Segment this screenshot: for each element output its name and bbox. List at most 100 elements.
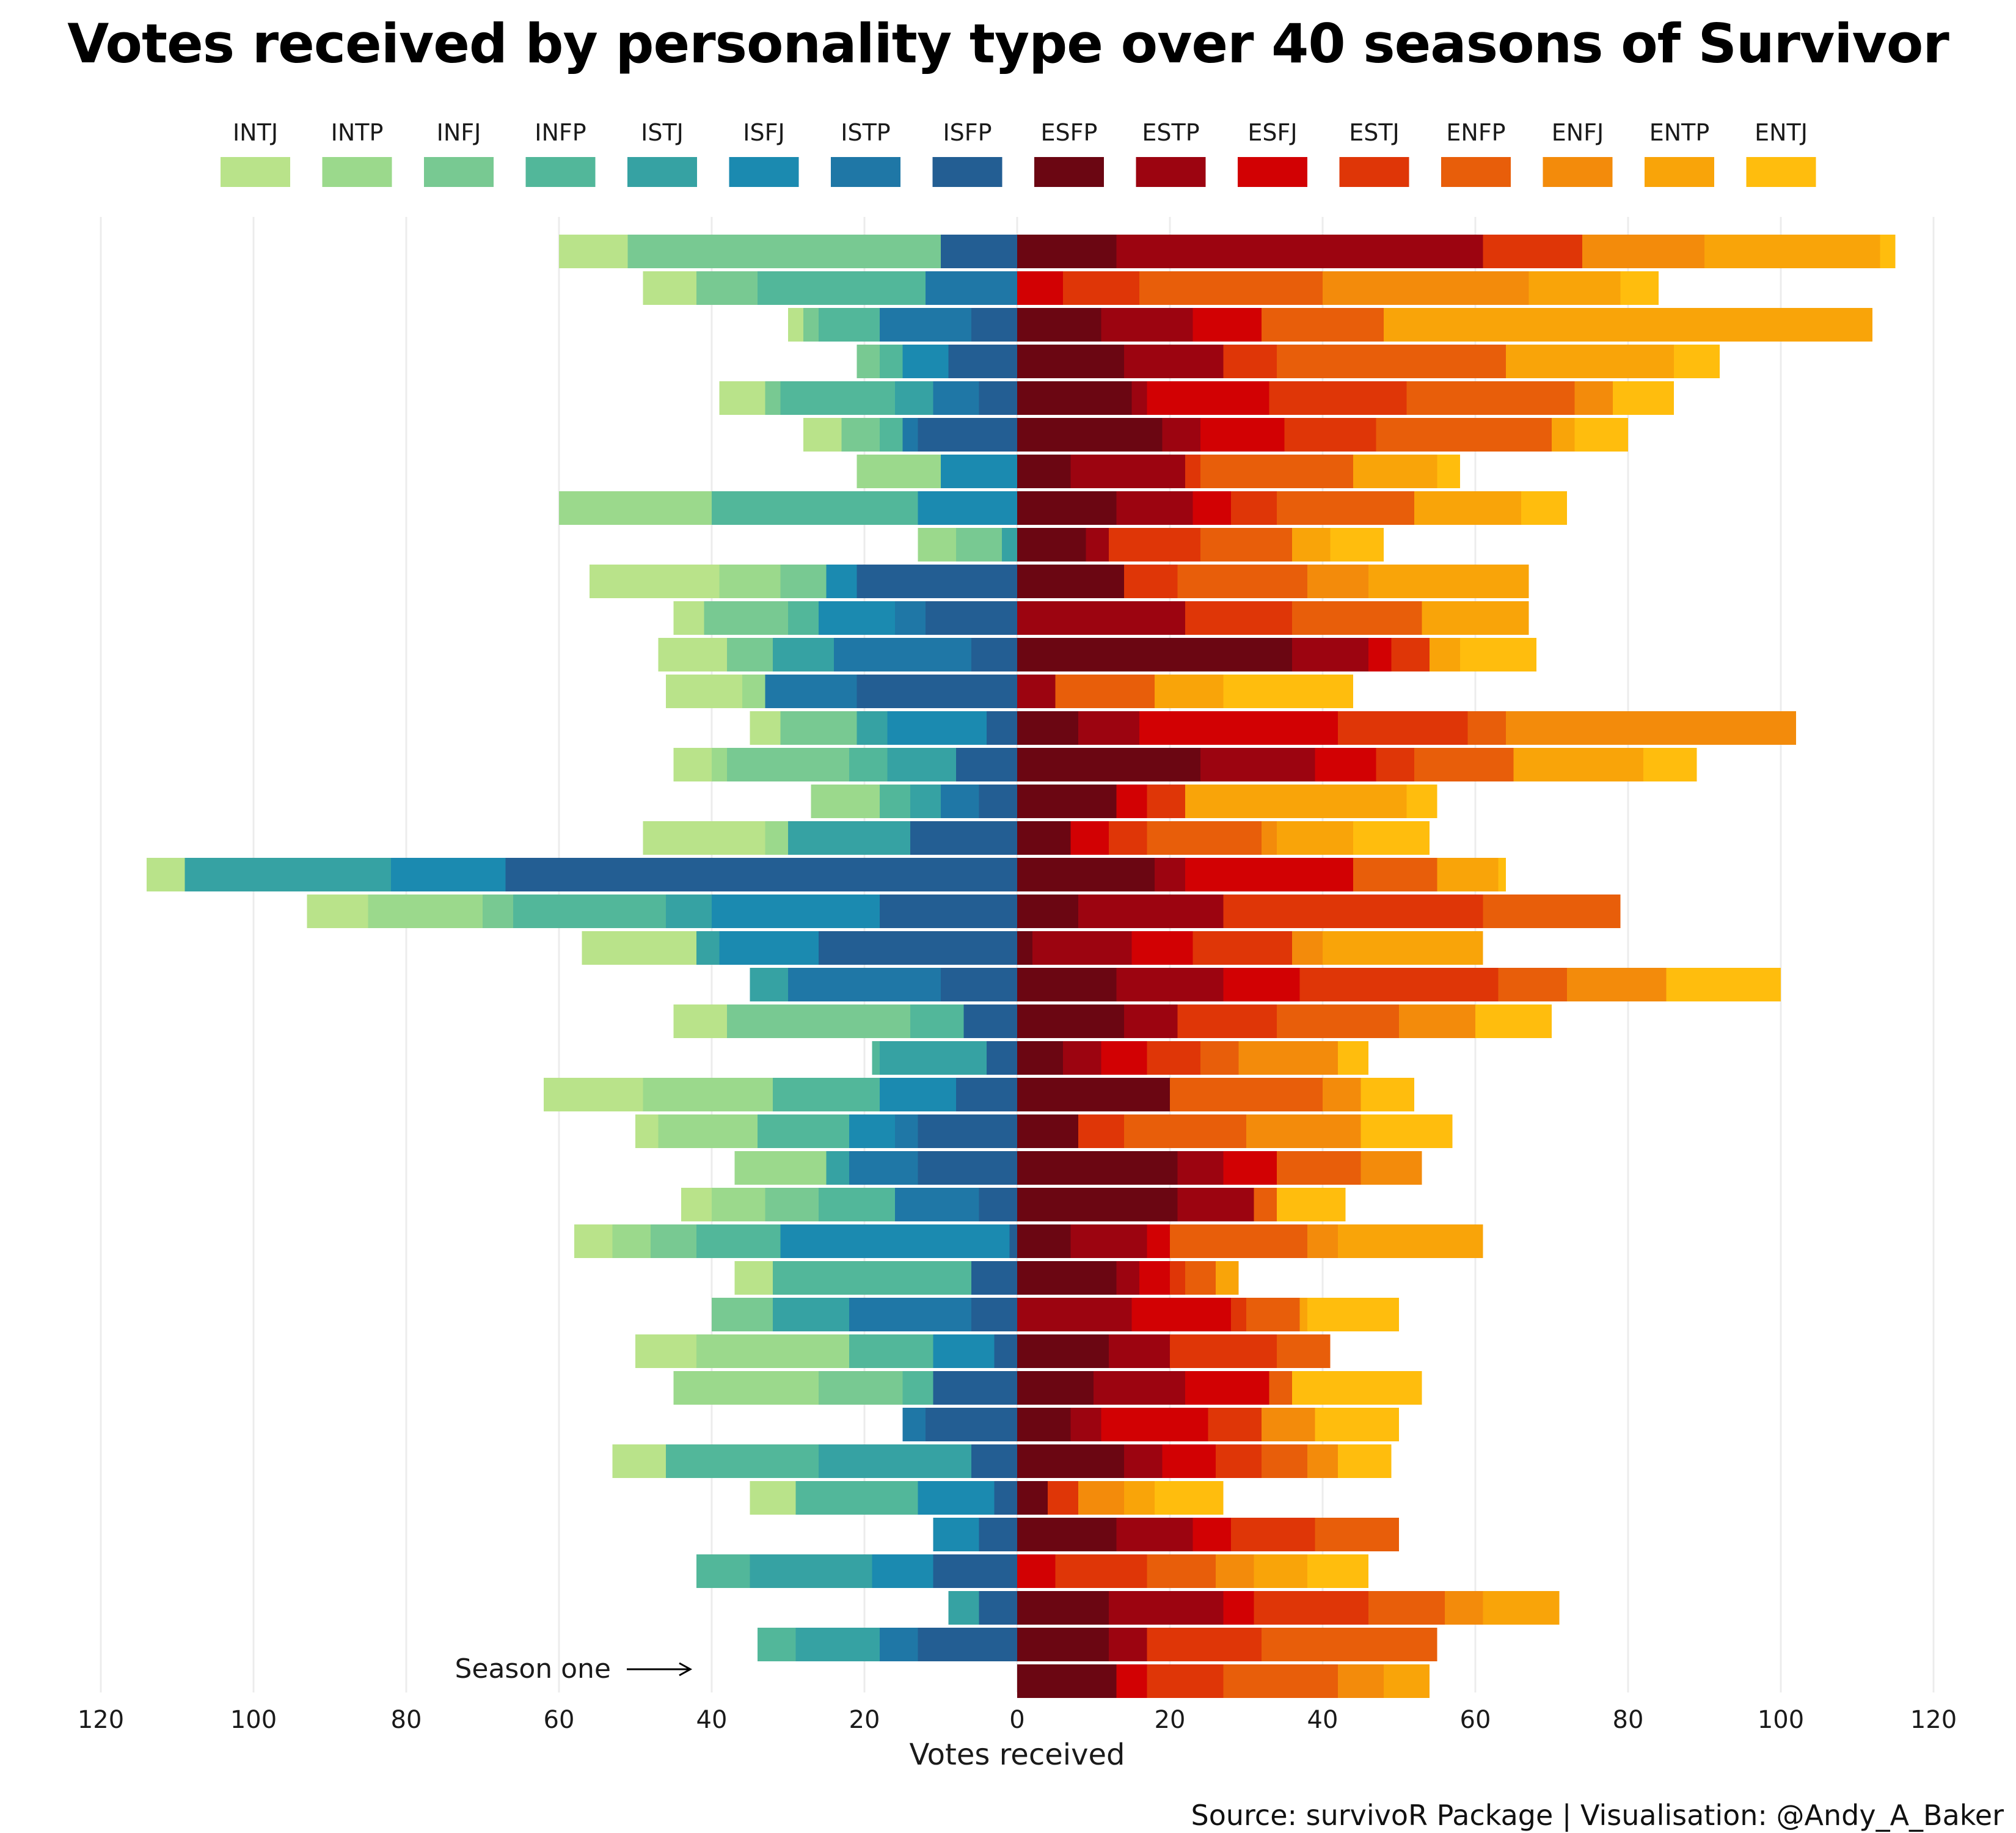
- bar-segment-intj: [643, 271, 696, 305]
- bar-segment-esfp: [1017, 1591, 1109, 1625]
- bar-segment-estj: [1055, 1554, 1147, 1588]
- bar-segment-infj: [780, 711, 857, 745]
- bar-segment-entj: [1460, 638, 1536, 671]
- bar-segment-enfj: [1216, 1554, 1254, 1588]
- bar-segment-isfp: [918, 1114, 1017, 1148]
- bar-segment-esfj: [1223, 1591, 1254, 1625]
- bar-segment-entp: [1384, 1664, 1430, 1698]
- bar-segment-istj: [750, 968, 788, 1001]
- bar-segment-entp: [1323, 931, 1483, 965]
- legend-label-entj: ENTJ: [1755, 119, 1808, 146]
- bar-segment-enfp: [1147, 821, 1262, 855]
- bar-segment-infj: [780, 565, 827, 598]
- legend-swatch-istp: [831, 157, 900, 187]
- bar-segment-esfj: [1131, 1298, 1231, 1331]
- bar-segment-entj: [1223, 675, 1353, 708]
- legend-label-enfj: ENFJ: [1552, 119, 1604, 146]
- bar-segment-entj: [1521, 491, 1567, 525]
- bar-segment-estp: [1162, 418, 1200, 452]
- bar-segment-enfj: [1238, 1041, 1338, 1075]
- bar-segment-entp: [1124, 1481, 1155, 1515]
- bar-segment-infp: [902, 1371, 933, 1405]
- bar-segment-intj: [635, 1334, 696, 1368]
- bar-segment-enfj: [1567, 968, 1667, 1001]
- bar-segment-intp: [658, 1114, 758, 1148]
- bar-segment-enfp: [1200, 1041, 1239, 1075]
- legend-label-intp: INTP: [331, 119, 384, 146]
- bar-segment-enfj: [1360, 1151, 1422, 1185]
- bar-segment-esfp: [1017, 1261, 1117, 1295]
- bar-segment-istj: [826, 1151, 849, 1185]
- bar-segment-isfp: [979, 785, 1017, 818]
- bar-segment-isfp: [971, 1261, 1017, 1295]
- bar-segment-istp: [895, 1114, 918, 1148]
- bar-segment-esfj: [1185, 858, 1353, 891]
- bar-segment-intj: [719, 381, 765, 415]
- bar-segment-enfp: [1139, 271, 1323, 305]
- bar-segment-isfp: [856, 675, 1017, 708]
- bar-segment-estp: [1200, 748, 1315, 781]
- bar-segment-istj: [184, 858, 391, 891]
- bar-segment-esfp: [1017, 418, 1163, 452]
- bars: [147, 235, 1896, 1698]
- legend-label-istj: ISTJ: [641, 119, 684, 146]
- bar-segment-isfp: [1009, 1224, 1017, 1258]
- bar-segment-isfj: [826, 565, 857, 598]
- bar-segment-isfj: [941, 455, 1017, 488]
- bar-segment-enfp: [1246, 1298, 1300, 1331]
- bar-segment-isfj: [887, 711, 987, 745]
- bar-segment-istp: [895, 1188, 979, 1221]
- bar-segment-estj: [1177, 1004, 1277, 1038]
- bar-segment-esfj: [1116, 1664, 1147, 1698]
- bar-segment-istp: [765, 675, 857, 708]
- bar-segment-estj: [1147, 1041, 1200, 1075]
- bar-segment-enfj: [1323, 271, 1529, 305]
- bar-segment-esfp: [1017, 858, 1155, 891]
- bar-segment-esfp: [1017, 1444, 1124, 1478]
- bar-segment-infp: [513, 895, 666, 928]
- bar-segment-entj: [1437, 455, 1460, 488]
- bar-segment-entp: [1422, 601, 1529, 635]
- bar-segment-isfj: [849, 1114, 895, 1148]
- bar-segment-istp: [926, 271, 1017, 305]
- bar-segment-infp: [696, 1554, 750, 1588]
- bar-segment-isfp: [971, 308, 1017, 342]
- x-tick-label: 60: [1460, 1706, 1491, 1734]
- bar-segment-estp: [1292, 638, 1368, 671]
- bar-segment-infp: [696, 1224, 781, 1258]
- bar-segment-estp: [1070, 1224, 1147, 1258]
- bar-segment-intj: [750, 711, 781, 745]
- bar-segment-infp: [849, 748, 888, 781]
- bar-segment-entj: [1475, 1004, 1552, 1038]
- bar-segment-entj: [1880, 235, 1896, 268]
- bar-segment-isfp: [933, 1554, 1017, 1588]
- bar-segment-istj: [819, 1444, 971, 1478]
- legend-label-intj: INTJ: [233, 119, 278, 146]
- bar-segment-estj: [1483, 235, 1582, 268]
- bar-segment-isfp: [971, 1444, 1017, 1478]
- bar-segment-infp: [712, 491, 918, 525]
- bar-segment-istp: [880, 308, 971, 342]
- bar-segment-esfp: [1017, 968, 1117, 1001]
- bar-segment-estp: [1177, 1188, 1254, 1221]
- bar-segment-enfj: [1307, 565, 1368, 598]
- bar-segment-istj: [1002, 528, 1017, 562]
- bar-segment-intj: [582, 931, 696, 965]
- bar-segment-estp: [1086, 528, 1109, 562]
- bar-segment-esfp: [1017, 1408, 1071, 1441]
- legend-label-isfp: ISFP: [943, 119, 992, 146]
- bar-segment-isfj: [880, 1078, 956, 1111]
- annotation-arrow-head: [679, 1662, 693, 1677]
- bar-segment-esfp: [1017, 638, 1292, 671]
- bar-segment-infj: [841, 418, 880, 452]
- bar-segment-enfp: [1498, 968, 1567, 1001]
- bar-segment-entp: [1513, 748, 1643, 781]
- legend: INTJ INTP INFJ INFP ISTJ ISFJ ISTP ISFP ESFP ESTP…: [221, 119, 1816, 187]
- bar-segment-istp: [788, 968, 941, 1001]
- bar-segment-enfp: [1200, 455, 1353, 488]
- bar-segment-entj: [1155, 1481, 1224, 1515]
- bar-segment-infj: [803, 308, 819, 342]
- bar-segment-esfp: [1017, 565, 1124, 598]
- bar-segment-infp: [758, 1114, 849, 1148]
